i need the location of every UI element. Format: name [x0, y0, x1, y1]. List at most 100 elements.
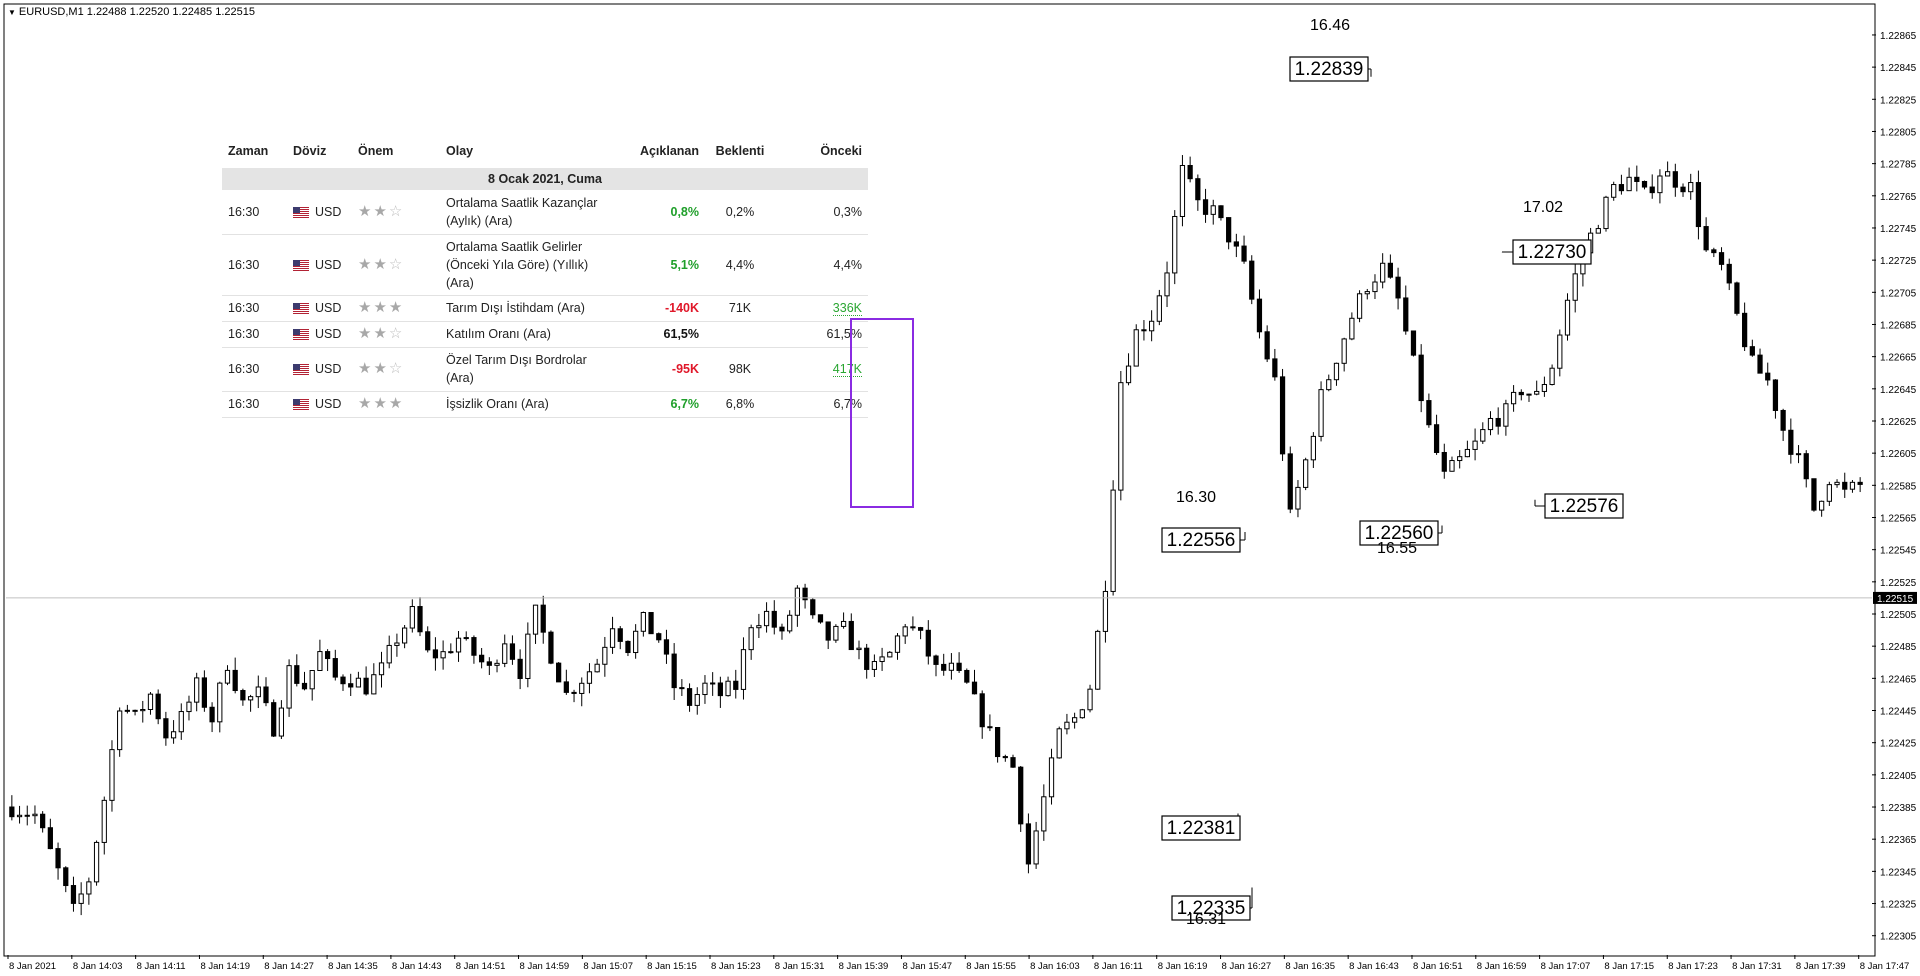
candle-bull [217, 682, 223, 723]
candle-bear [540, 604, 546, 633]
x-tick-label: 8 Jan 16:11 [1094, 961, 1143, 972]
cell-event[interactable]: İşsizlik Oranı (Ara) [440, 391, 620, 418]
candle-bear [40, 813, 46, 829]
candle-bull [1526, 393, 1532, 396]
x-tick-label: 8 Jan 16:43 [1349, 961, 1399, 972]
date-label: 8 Ocak 2021, Cuma [222, 168, 868, 190]
table-row[interactable]: 16:30 USD ★★☆ Özel Tarım Dışı Bordrolar (Ar… [222, 347, 868, 392]
col-header-event: Olay [446, 144, 474, 158]
table-row[interactable]: 16:30 USD ★★★ İşsizlik Oranı (Ara) 6,7% 6,8% 6… [222, 391, 868, 418]
candle-bear [1726, 263, 1732, 284]
candle-bull [748, 627, 754, 651]
cell-event[interactable]: Ortalama Saatlik Gelirler (Önceki Yıla G… [440, 234, 620, 296]
current-price-label: 1.22515 [1877, 594, 1914, 605]
annotation-box [1161, 527, 1241, 553]
candle-bull [224, 669, 231, 684]
currency-code: USD [315, 257, 342, 272]
cell-time: 16:30 [222, 234, 287, 296]
candle-bull [756, 625, 762, 629]
candle-bear [625, 640, 631, 654]
star-filled-icon: ★ [373, 202, 389, 220]
candle-bull [1303, 459, 1309, 488]
annotation-box [1512, 239, 1592, 265]
candle-bear [425, 631, 431, 651]
candle-bull [840, 620, 847, 627]
candle-bull [1349, 317, 1355, 340]
candle-bear [517, 658, 523, 679]
x-tick-label: 8 Jan 14:35 [328, 961, 378, 972]
candle-bull [794, 587, 800, 616]
star-filled-icon: ★ [358, 255, 374, 273]
candle-bear [1641, 180, 1648, 188]
candle-bear [971, 681, 978, 695]
table-row[interactable]: 16:30 USD ★★★ Tarım Dışı İstihdam (Ara) -140… [222, 295, 868, 322]
star-empty-icon: ☆ [388, 360, 405, 377]
y-tick-label: 1.22805 [1880, 127, 1917, 138]
candle-bear [1672, 171, 1678, 188]
annotation-time: 16.55 [1377, 540, 1417, 557]
star-filled-icon: ★ [373, 255, 389, 273]
x-tick-label: 8 Jan 16:59 [1477, 961, 1527, 972]
cell-currency: USD [287, 321, 352, 348]
cell-forecast: 98K [705, 347, 775, 392]
currency-code: USD [315, 397, 342, 411]
candle-bull [1564, 299, 1571, 336]
x-tick-label: 8 Jan 14:51 [456, 961, 506, 972]
candle-bull [355, 677, 362, 688]
price-axis: 1.22865 1.22845 1.22825 1.22805 1.22785 1.227… [6, 31, 1917, 943]
candle-bull [871, 661, 878, 670]
x-tick-label: 8 Jan 17:47 [1860, 961, 1910, 972]
candle-bull [740, 649, 747, 690]
y-tick-label: 1.22505 [1880, 610, 1917, 621]
candle-bull [948, 662, 955, 671]
star-filled-icon: ★ [373, 299, 389, 316]
candle-bull [1464, 448, 1471, 458]
candle-bear [1426, 400, 1432, 426]
candle-bull [1503, 403, 1509, 427]
y-tick-label: 1.22325 [1880, 900, 1917, 911]
candle-bull [1487, 417, 1494, 431]
candle-bear [1025, 823, 1032, 865]
candle-bull [170, 731, 177, 739]
cell-importance: ★★☆ [352, 234, 440, 296]
cell-event[interactable]: Ortalama Saatlik Kazançlar (Aylık) (Ara) [440, 190, 620, 235]
candle-bear [55, 848, 61, 869]
candle-bull [1364, 291, 1370, 295]
candle-bull [1657, 175, 1663, 194]
candle-bull [1603, 196, 1609, 230]
candle-bear [1618, 184, 1625, 192]
candle-bear [1418, 354, 1424, 402]
candle-bear [47, 827, 53, 850]
candle-bull [1295, 486, 1301, 510]
table-row[interactable]: 16:30 USD ★★☆ Ortalama Saatlik Kazançlar (A… [222, 190, 868, 235]
candle-bear [1441, 451, 1447, 472]
star-filled-icon: ★ [373, 395, 389, 412]
candle-bull [1048, 757, 1055, 798]
candle-bear [1395, 276, 1401, 299]
x-tick-label: 8 Jan 17:31 [1732, 961, 1782, 972]
candle-bear [1518, 391, 1524, 396]
star-filled-icon: ★ [358, 325, 374, 342]
cell-event[interactable]: Özel Tarım Dışı Bordrolar (Ara) [440, 347, 620, 392]
collapse-triangle-icon[interactable]: ▼ [8, 8, 16, 17]
candle-bear [340, 676, 346, 685]
candle-bull [1110, 489, 1116, 592]
candle-bear [1279, 376, 1286, 455]
cell-event[interactable]: Katılım Oranı (Ara) [440, 321, 620, 348]
table-row[interactable]: 16:30 USD ★★☆ Katılım Oranı (Ara) 61,5% 61,5% [222, 321, 868, 348]
candle-bull [702, 682, 708, 696]
candle-bear [941, 663, 947, 671]
y-tick-label: 1.22625 [1880, 417, 1917, 428]
candle-bear [617, 628, 623, 642]
table-row[interactable]: 16:30 USD ★★☆ Ortalama Saatlik Gelirler (Ön… [222, 234, 868, 296]
candle-bull [1333, 362, 1340, 381]
candle-bull [1318, 389, 1324, 437]
candle-bear [1695, 182, 1702, 228]
candle-bull [1611, 184, 1617, 198]
candle-bear [1233, 241, 1239, 247]
cell-event[interactable]: Tarım Dışı İstihdam (Ara) [440, 295, 620, 322]
candle-bull [1133, 329, 1139, 367]
candle-bull [317, 651, 323, 672]
y-tick-label: 1.22525 [1880, 578, 1917, 589]
